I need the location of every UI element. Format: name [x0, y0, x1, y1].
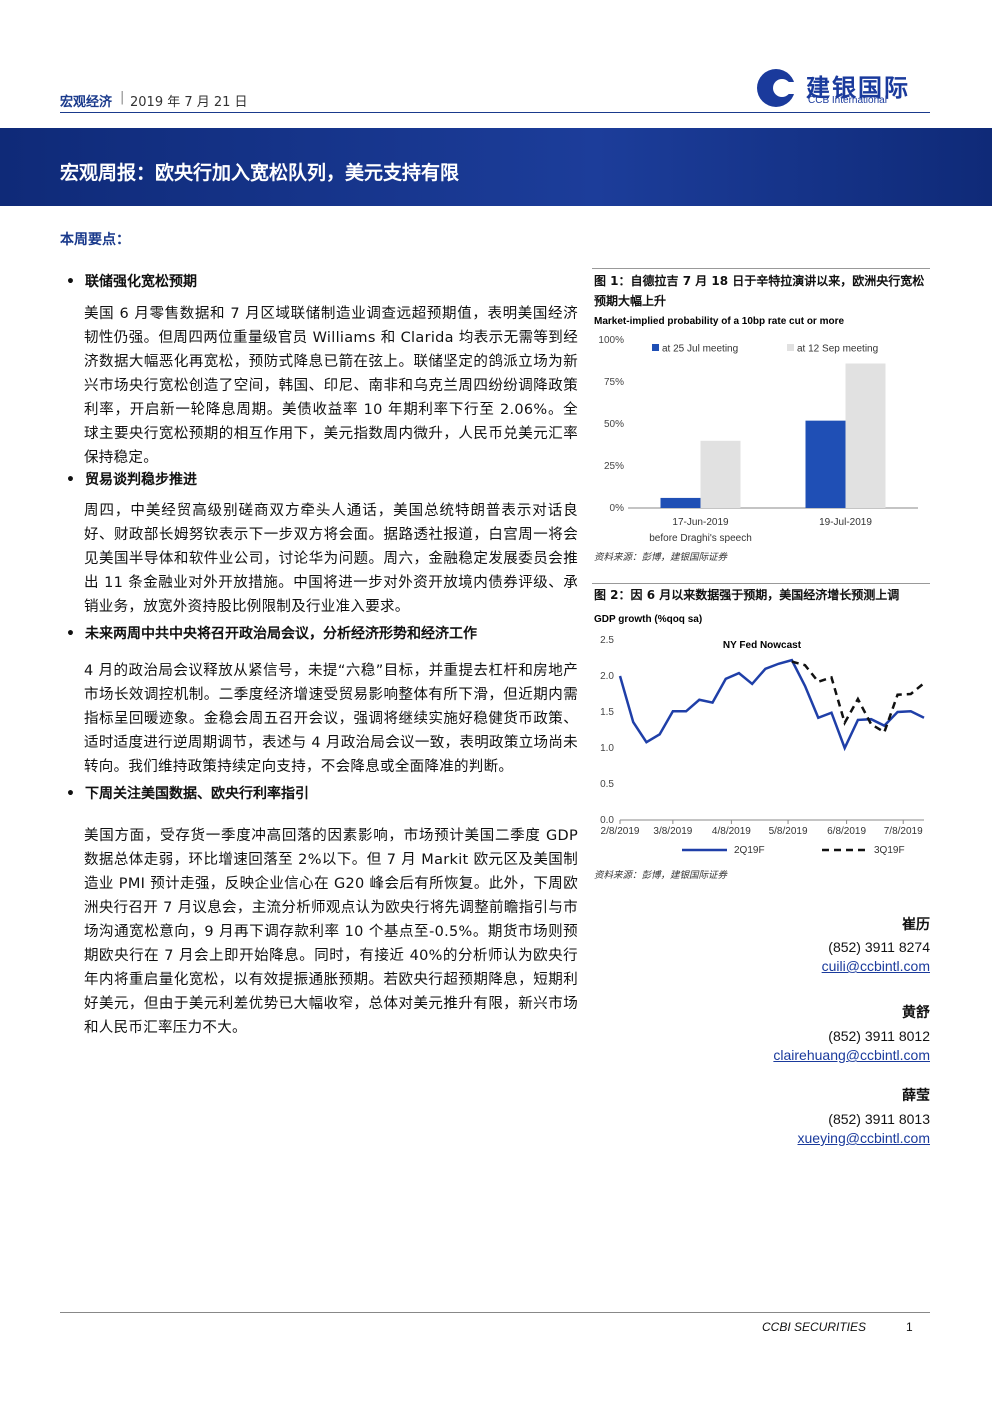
x-tick-note: before Draghi's speech: [649, 533, 752, 544]
bar: [700, 440, 741, 508]
x-tick-label: 7/8/2019: [884, 826, 923, 837]
page-number: 1: [906, 1320, 913, 1334]
section-text: 周四，中美经贸高级别磋商双方牵头人通话，美国总统特朗普表示对话良好、财政部长姆努…: [84, 503, 578, 615]
legend-swatch: [787, 344, 794, 351]
header-rule: [60, 112, 930, 113]
legend-label: at 12 Sep meeting: [797, 344, 878, 355]
section-heading: 下周关注美国数据、欧央行利率指引: [66, 783, 309, 803]
contact-phone: (852) 3911 8274: [828, 939, 930, 955]
y-tick-label: 50%: [604, 419, 624, 430]
logo-en: CCB International: [808, 95, 887, 106]
line-chart: GDP growth (%qoq sa) NY Fed Nowcast 0.0 0.5…: [594, 614, 925, 856]
contact-phone: (852) 3911 8012: [828, 1028, 930, 1044]
figure-source: 资料来源：彭博，建银国际证券: [594, 870, 728, 881]
key-points-label: 本周要点：: [60, 232, 130, 248]
rule: [592, 583, 930, 584]
series-line: [791, 660, 925, 735]
annotation: NY Fed Nowcast: [723, 640, 802, 651]
contact-email[interactable]: cuili@ccbintl.com: [821, 958, 930, 974]
legend-label: 3Q19F: [874, 845, 905, 856]
figure-caption: 图 1：自德拉吉 7 月 18 日于辛特拉演讲以来，欧洲央行宽松预期大幅上升: [594, 274, 925, 308]
x-tick-label: 2/8/2019: [601, 826, 640, 837]
legend-label: 2Q19F: [734, 845, 765, 856]
date: 2019 年 7 月 21 日: [130, 95, 248, 110]
section-text: 美国方面，受存货一季度冲高回落的因素影响，市场预计美国二季度 GDP 数据总体走…: [84, 828, 578, 1036]
x-tick-label: 6/8/2019: [827, 826, 866, 837]
y-tick-label: 25%: [604, 461, 624, 472]
section-text: 4 月的政治局会议释放从紧信号，未提“六稳”目标，并重提去杠杆和房地产市场长效调…: [84, 663, 578, 775]
contact-name: 崔历: [902, 917, 930, 933]
report-title: 宏观周报：欧央行加入宽松队列，美元支持有限: [60, 162, 460, 184]
legend-swatch: [652, 344, 659, 351]
section-heading: 联储强化宽松预期: [66, 271, 197, 291]
y-tick-label: 1.5: [600, 707, 614, 718]
x-tick-label: 4/8/2019: [712, 826, 751, 837]
logo-icon: [757, 69, 800, 107]
figure-caption: 图 2：因 6 月以来数据强于预期，美国经济增长预测上调: [594, 588, 900, 602]
x-tick-label: 5/8/2019: [769, 826, 808, 837]
y-tick-label: 1.0: [600, 743, 614, 754]
footer-brand: CCBI SECURITIES: [762, 1320, 867, 1334]
y-tick-label: 0.5: [600, 779, 614, 790]
section-heading: 贸易谈判稳步推进: [66, 469, 197, 489]
bar: [845, 363, 886, 508]
bar: [805, 420, 846, 508]
legend-label: at 25 Jul meeting: [662, 344, 738, 355]
bar: [660, 497, 701, 508]
x-tick-label: 3/8/2019: [653, 826, 692, 837]
contact-email[interactable]: clairehuang@ccbintl.com: [773, 1047, 930, 1063]
y-tick-label: 0%: [610, 503, 625, 514]
section-text: 美国 6 月零售数据和 7 月区域联储制造业调查远超预期值，表明美国经济韧性仍强…: [84, 306, 578, 466]
separator: |: [120, 90, 125, 105]
chart-title: GDP growth (%qoq sa): [594, 614, 702, 625]
bar-chart: Market-implied probability of a 10bp rat…: [594, 316, 918, 544]
y-tick-label: 75%: [604, 377, 624, 388]
category: 宏观经济: [60, 95, 113, 110]
y-tick-label: 0.0: [600, 815, 614, 826]
banner: [0, 128, 992, 206]
y-tick-label: 2.0: [600, 671, 614, 682]
y-tick-label: 2.5: [600, 635, 614, 646]
section-heading: 未来两周中共中央将召开政治局会议，分析经济形势和经济工作: [66, 623, 477, 643]
logo-cn: 建银国际: [806, 74, 910, 102]
contact-name: 黄舒: [902, 1005, 930, 1021]
x-tick-label: 19-Jul-2019: [819, 517, 872, 528]
contact-email[interactable]: xueying@ccbintl.com: [797, 1130, 931, 1146]
rule: [592, 268, 930, 269]
x-tick-label: 17-Jun-2019: [672, 517, 729, 528]
series-line: [618, 658, 925, 752]
contact-name: 薛莹: [902, 1088, 930, 1104]
chart-title: Market-implied probability of a 10bp rat…: [594, 316, 844, 327]
figure-source: 资料来源：彭博，建银国际证券: [594, 552, 728, 563]
footer-rule: [60, 1312, 930, 1313]
y-tick-label: 100%: [598, 335, 624, 346]
contact-phone: (852) 3911 8013: [828, 1111, 930, 1127]
